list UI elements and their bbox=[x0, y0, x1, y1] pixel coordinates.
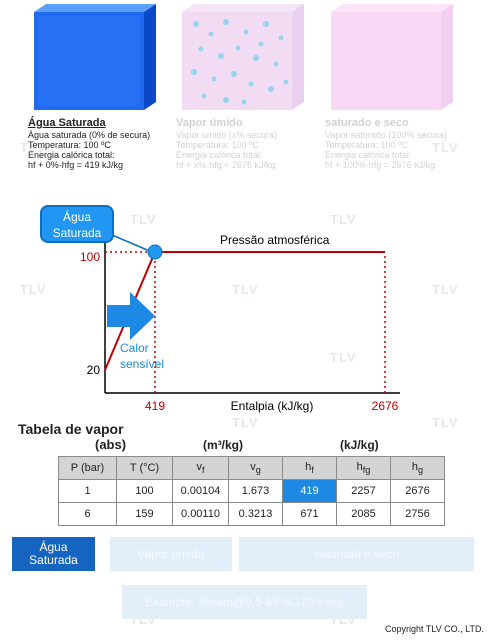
bubble-pointer bbox=[111, 234, 153, 253]
energy-unit-label: (kJ/kg) bbox=[340, 438, 379, 452]
table-cell: 2257 bbox=[336, 479, 391, 503]
copyright: Copyright TLV CO., LTD. bbox=[384, 624, 484, 634]
table-cell: 6 bbox=[58, 502, 117, 526]
enthalpy-diagram: Pressão atmosférica Calor sensível 100 2… bbox=[80, 205, 400, 413]
state-line: Energia calórica total: bbox=[325, 150, 412, 160]
y-tick-label: 100 bbox=[80, 250, 100, 264]
table-cell: 2756 bbox=[390, 502, 445, 526]
button-sublabel: [72.5 psig] bbox=[302, 596, 345, 607]
header-cell: vg bbox=[228, 456, 283, 480]
state-wet-steam: Vapor úmido Vapor úmido (x% secura) Temp… bbox=[176, 117, 331, 170]
watermark: TLV bbox=[232, 282, 259, 297]
watermark: TLV bbox=[20, 282, 47, 297]
volume-unit-label: (m³/kg) bbox=[203, 438, 243, 452]
table-row: 6 159 0.00110 0.3213 671 2085 2756 bbox=[58, 502, 445, 526]
saturated-water-cube[interactable] bbox=[28, 4, 158, 114]
header-cell: P (bar) bbox=[58, 456, 117, 480]
state-title: saturado e seco bbox=[325, 117, 409, 129]
table-cell: 2085 bbox=[336, 502, 391, 526]
state-line: hf + 100%·hfg = 2676 kJ/kg bbox=[325, 160, 436, 170]
x-axis-label: Entalpia (kJ/kg) bbox=[231, 399, 314, 413]
watermark: TLV bbox=[20, 140, 47, 155]
abs-label: (abs) bbox=[95, 437, 127, 452]
button-label: Example: Steam@0.5 MPaG bbox=[144, 594, 300, 609]
watermark: TLV bbox=[432, 140, 459, 155]
watermark: TLV bbox=[330, 212, 357, 227]
table-cell: 1 bbox=[58, 479, 117, 503]
watermark: TLV bbox=[232, 415, 259, 430]
button-label: Saturada bbox=[29, 553, 78, 567]
table-cell-selected: 419 bbox=[282, 479, 337, 503]
saturated-water-bubble: Água Saturada bbox=[40, 205, 114, 243]
x-tick-label: 2676 bbox=[372, 399, 399, 413]
watermark: TLV bbox=[330, 350, 357, 365]
state-title: Água Saturada bbox=[28, 117, 106, 129]
table-cell: 2676 bbox=[390, 479, 445, 503]
header-cell: T (°C) bbox=[116, 456, 173, 480]
dry-steam-cube[interactable] bbox=[325, 4, 455, 114]
state-line: Temperatura: 100 ºC bbox=[325, 140, 408, 150]
bubble-text: Água bbox=[62, 210, 92, 224]
table-cell: 1.673 bbox=[228, 479, 283, 503]
header-cell: vf bbox=[172, 456, 229, 480]
state-title: Vapor úmido bbox=[176, 117, 243, 129]
table-title: Tabela de vapor bbox=[18, 421, 124, 437]
state-line: Temperatura: 100 ºC bbox=[176, 140, 259, 150]
table-cell: 159 bbox=[116, 502, 173, 526]
header-cell: hg bbox=[390, 456, 445, 480]
sensible-heat-arrow bbox=[107, 292, 155, 340]
header-cell: hfg bbox=[336, 456, 391, 480]
state-dry-steam: saturado e seco Vapor saturado (100% sec… bbox=[325, 117, 480, 170]
saturated-water-point[interactable] bbox=[147, 244, 163, 260]
wet-steam-button[interactable]: Vapor úmido bbox=[110, 537, 232, 571]
watermark: TLV bbox=[432, 415, 459, 430]
state-line: hf + 0%·hfg = 419 kJ/kg bbox=[28, 160, 124, 170]
state-line: hf + x%·hfg < 2676 kJ/kg bbox=[176, 160, 276, 170]
dry-steam-button[interactable]: saturado e seco bbox=[239, 537, 474, 571]
watermark: TLV bbox=[432, 282, 459, 297]
wet-steam-cube[interactable] bbox=[176, 4, 306, 114]
y-tick-label: 20 bbox=[87, 363, 101, 377]
table-header-row: P (bar) T (°C) vf vg hf hfg hg bbox=[58, 456, 445, 480]
sensible-heat-label: sensível bbox=[120, 357, 164, 371]
x-tick-label: 419 bbox=[145, 399, 165, 413]
table-cell: 0.3213 bbox=[228, 502, 283, 526]
volume-unit-text: (m³/kg) bbox=[203, 438, 243, 452]
example-button[interactable]: Example: Steam@0.5 MPaG [72.5 psig] bbox=[122, 585, 367, 619]
sensible-heat-label: Calor bbox=[120, 341, 149, 355]
state-line: Energia calórica total: bbox=[176, 150, 263, 160]
table-cell: 0.00110 bbox=[172, 502, 229, 526]
pressure-label: Pressão atmosférica bbox=[220, 233, 330, 247]
button-label: Vapor úmido bbox=[137, 546, 205, 561]
state-line: Energia calórica total: bbox=[28, 150, 115, 160]
state-line: Temperatura: 100 ºC bbox=[28, 140, 111, 150]
state-saturated-water: Água Saturada Água saturada (0% de secur… bbox=[28, 117, 183, 170]
button-label: Água bbox=[39, 540, 68, 554]
table-cell: 100 bbox=[116, 479, 173, 503]
saturated-water-button[interactable]: Água Saturada bbox=[12, 537, 95, 571]
button-label: saturado e seco bbox=[313, 546, 400, 561]
table-cell: 671 bbox=[282, 502, 337, 526]
watermark: TLV bbox=[130, 212, 157, 227]
header-cell: hf bbox=[282, 456, 337, 480]
table-cell: 0.00104 bbox=[172, 479, 229, 503]
bubble-text: Saturada bbox=[52, 226, 102, 240]
state-line: Vapor saturado (100% secura) bbox=[325, 130, 447, 140]
state-line: Água saturada (0% de secura) bbox=[28, 130, 151, 140]
state-line: Vapor úmido (x% secura) bbox=[176, 130, 277, 140]
steam-table: P (bar) T (°C) vf vg hf hfg hg 1 100 0.0… bbox=[58, 456, 445, 526]
table-row: 1 100 0.00104 1.673 419 2257 2676 bbox=[58, 479, 445, 503]
